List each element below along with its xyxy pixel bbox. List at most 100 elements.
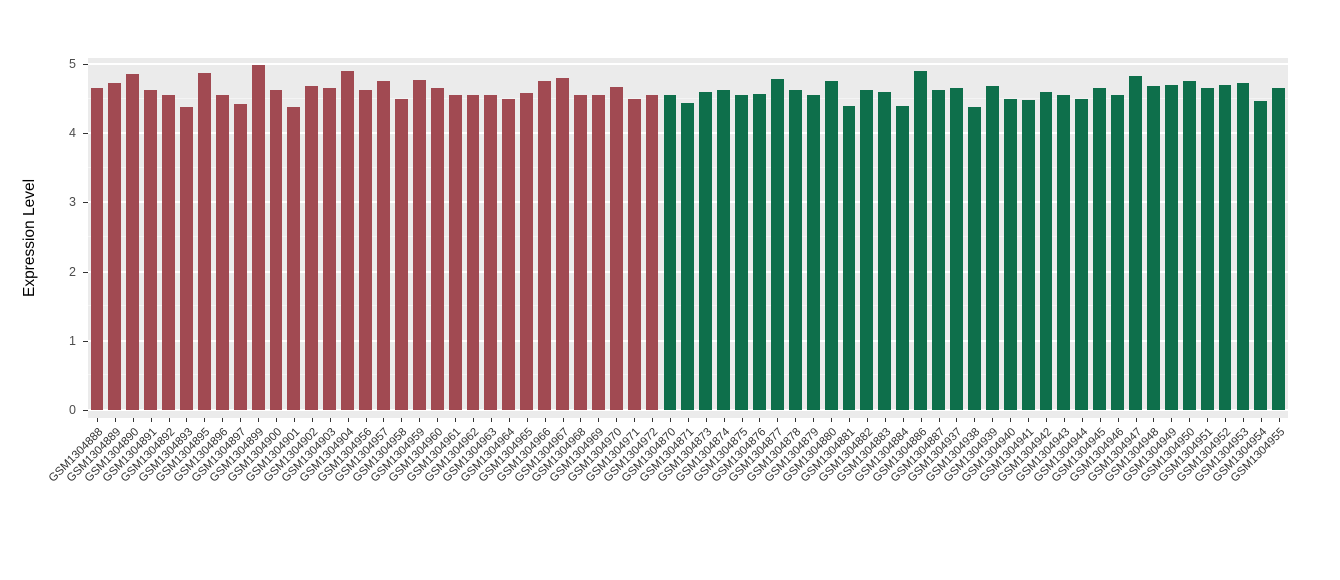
bar-column: GSM1304964 (459, 58, 518, 485)
y-axis-tick-label: 1 (69, 333, 76, 348)
x-axis-tick (956, 418, 958, 422)
bar-column: GSM1304968 (530, 58, 589, 485)
bar (1164, 84, 1178, 410)
x-axis-tick (1225, 418, 1227, 422)
x-axis-tick (974, 418, 976, 422)
x-axis-tick (849, 418, 851, 422)
x-axis-tick (204, 418, 206, 422)
bar (394, 98, 408, 410)
bar-column: GSM1304962 (423, 58, 482, 485)
bar (985, 86, 999, 410)
bar-column: GSM1304893 (136, 58, 196, 485)
y-axis-tick-label: 5 (69, 57, 76, 71)
bar-column: GSM1304945 (1050, 58, 1109, 485)
x-axis-tick (831, 418, 833, 422)
x-axis-tick (777, 418, 779, 422)
bar (735, 95, 749, 410)
bar (878, 91, 892, 410)
gridline-major (88, 409, 1288, 411)
x-axis-tick (526, 418, 528, 422)
bar-column: GSM1304903 (280, 58, 339, 485)
x-axis-tick (580, 418, 582, 422)
bar-column: GSM1304966 (494, 58, 554, 485)
y-axis-tick (83, 271, 88, 273)
bar (788, 89, 802, 410)
bar-column: GSM1304897 (190, 58, 249, 485)
x-axis-tick (186, 418, 188, 422)
x-axis-tick (114, 418, 116, 422)
x-axis-tick (293, 418, 295, 422)
bar (627, 98, 641, 410)
bar (1075, 98, 1089, 410)
bar-column: GSM1304965 (477, 58, 536, 485)
x-axis-tick (96, 418, 98, 422)
bar-column: GSM1304901 (244, 58, 303, 485)
bar (681, 103, 695, 410)
bar-column: GSM1304883 (835, 58, 894, 485)
x-axis-tick (1207, 418, 1209, 422)
bar-column: GSM1304902 (262, 58, 321, 485)
x-axis-tick (1171, 418, 1173, 422)
bar (323, 88, 337, 410)
bar (1111, 95, 1125, 410)
bar (573, 95, 587, 410)
bar (932, 90, 945, 410)
x-axis-tick (1189, 418, 1191, 422)
bar-column: GSM1304904 (297, 58, 357, 485)
x-axis-tick (347, 418, 349, 422)
bar-column: GSM1304881 (799, 58, 858, 485)
bar (1146, 86, 1160, 410)
bar-column: GSM1304871 (638, 58, 697, 485)
bar-column: GSM1304870 (620, 58, 679, 485)
bar-column: GSM1304948 (1103, 58, 1162, 485)
bar-column: GSM1304951 (1157, 58, 1216, 485)
x-axis-tick (1260, 418, 1262, 422)
plot-panel: GSM1304888 GSM1304889 GSM1304890 GSM1304891… (47, 58, 1288, 485)
bar-column: GSM1304947 (1085, 58, 1145, 485)
bar (824, 81, 838, 410)
x-axis-tick (634, 418, 636, 422)
bar (1093, 88, 1107, 410)
bar (197, 73, 211, 410)
bar (448, 95, 462, 410)
bar-column: GSM1304963 (441, 58, 500, 485)
bar (1003, 98, 1017, 410)
y-axis-tick-label: 2 (69, 264, 76, 279)
bar-column: GSM1304939 (942, 58, 1001, 485)
x-axis-tick (508, 418, 510, 422)
bar (484, 95, 498, 410)
x-axis-tick (938, 418, 940, 422)
x-axis-tick (759, 418, 761, 422)
x-axis-tick (1135, 418, 1137, 422)
bar (1057, 95, 1071, 410)
x-axis-tick (652, 418, 654, 422)
y-axis-tick (83, 133, 88, 135)
bar (108, 83, 122, 410)
bar (305, 86, 319, 410)
bar (645, 95, 659, 410)
bar (502, 98, 516, 410)
x-axis-tick (562, 418, 564, 422)
bar (430, 88, 444, 410)
bar (90, 88, 104, 410)
bar-column: GSM1304969 (548, 58, 607, 485)
bar-column: GSM1304967 (512, 58, 572, 485)
bar (520, 93, 534, 410)
x-axis-tick (329, 418, 331, 422)
bar (591, 95, 605, 410)
bar-column: GSM1304946 (1067, 58, 1127, 485)
bar-column: GSM1304953 (1193, 58, 1252, 485)
bar (233, 104, 247, 410)
bar-column: GSM1304941 (978, 58, 1037, 485)
x-axis-tick (472, 418, 474, 422)
x-axis-tick (168, 418, 170, 422)
bar (538, 81, 552, 410)
x-axis-tick (687, 418, 689, 422)
bars-container: GSM1304888 GSM1304889 GSM1304890 GSM1304891… (47, 58, 1288, 485)
x-axis-tick (1028, 418, 1030, 422)
bar-column: GSM1304971 (584, 58, 643, 485)
bar (215, 95, 229, 410)
x-axis-tick (616, 418, 618, 422)
bar-column: GSM1304891 (100, 58, 160, 485)
